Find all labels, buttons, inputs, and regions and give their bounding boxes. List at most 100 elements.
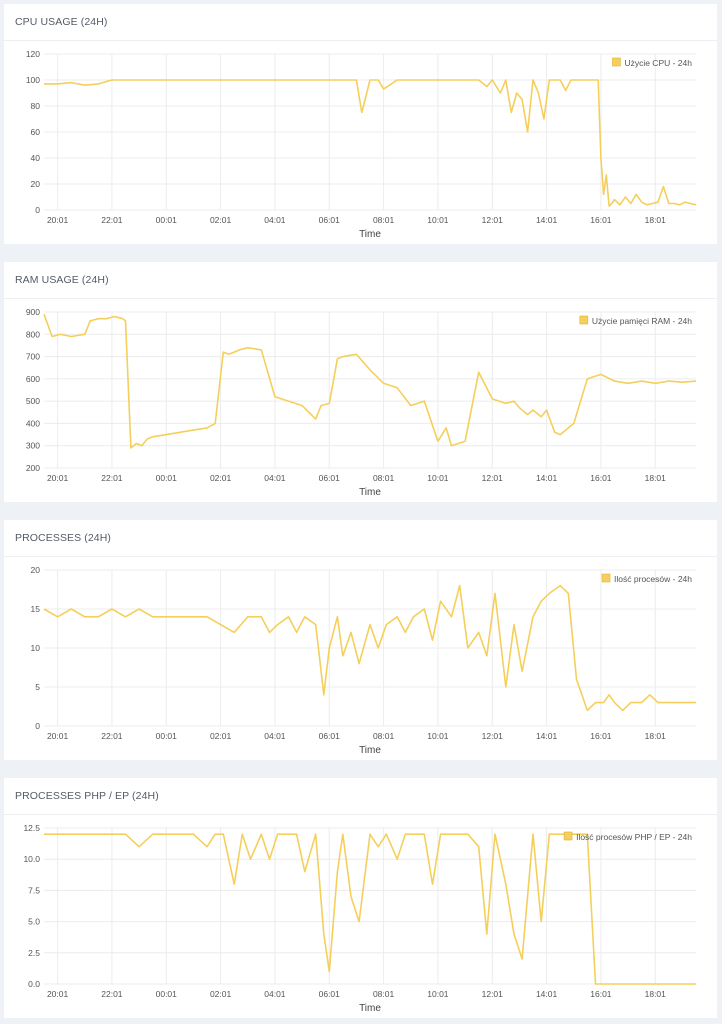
y-tick-label: 10 xyxy=(31,643,41,653)
x-tick-label: 20:01 xyxy=(47,215,69,225)
divider xyxy=(4,556,717,557)
x-axis-label: Time xyxy=(359,1003,381,1014)
y-tick-label: 15 xyxy=(31,604,41,614)
legend-label: Ilość procesów PHP / EP - 24h xyxy=(576,832,692,842)
x-axis-label: Time xyxy=(359,745,381,756)
y-tick-label: 0.0 xyxy=(28,979,40,989)
x-tick-label: 22:01 xyxy=(101,473,123,483)
panel-title: RAM USAGE (24H) xyxy=(15,274,109,286)
y-tick-label: 500 xyxy=(26,396,40,406)
x-tick-label: 10:01 xyxy=(427,989,449,999)
series-line xyxy=(43,584,696,712)
x-tick-label: 14:01 xyxy=(536,731,558,741)
x-tick-label: 22:01 xyxy=(101,989,123,999)
x-tick-label: 08:01 xyxy=(373,473,395,483)
y-tick-label: 900 xyxy=(26,307,40,317)
y-tick-label: 200 xyxy=(26,463,40,473)
x-tick-label: 16:01 xyxy=(590,731,612,741)
legend-swatch xyxy=(579,315,589,325)
y-tick-label: 100 xyxy=(26,75,40,85)
processes-chart: 0 5 10 15 20 20:01 22:01 00:01 02:01 04:01 06:01 08… xyxy=(31,565,696,756)
x-tick-label: 10:01 xyxy=(427,473,449,483)
x-tick-label: 00:01 xyxy=(156,731,178,741)
x-tick-label: 08:01 xyxy=(373,989,395,999)
y-tick-label: 700 xyxy=(26,352,40,362)
x-tick-label: 16:01 xyxy=(590,215,612,225)
panel-title: PROCESSES (24H) xyxy=(15,532,112,544)
x-tick-label: 06:01 xyxy=(319,215,341,225)
y-tick-label: 12.5 xyxy=(23,823,40,833)
y-tick-label: 20 xyxy=(31,565,41,575)
y-tick-label: 300 xyxy=(26,441,40,451)
x-tick-label: 02:01 xyxy=(210,215,232,225)
y-tick-label: 800 xyxy=(26,329,40,339)
y-tick-label: 7.5 xyxy=(28,885,40,895)
x-axis-label: Time xyxy=(359,229,381,240)
legend-swatch xyxy=(563,831,573,841)
series-line xyxy=(43,313,697,449)
divider xyxy=(4,814,717,815)
x-tick-label: 02:01 xyxy=(210,989,232,999)
x-tick-label: 18:01 xyxy=(645,473,667,483)
x-axis-label: Time xyxy=(359,487,381,498)
processes-php-ep-panel: PROCESSES PHP / EP (24H) 0.0 2.5 5.0 7.5 10.… xyxy=(4,778,717,1018)
x-tick-label: 00:01 xyxy=(156,473,178,483)
y-tick-label: 0 xyxy=(35,721,40,731)
x-tick-label: 14:01 xyxy=(536,215,558,225)
processes-panel: PROCESSES (24H) 0 5 10 15 20 20:01 22:01 00:01 0… xyxy=(4,520,717,760)
x-tick-label: 10:01 xyxy=(427,215,449,225)
y-tick-label: 80 xyxy=(31,101,41,111)
x-tick-label: 04:01 xyxy=(264,473,286,483)
x-tick-label: 04:01 xyxy=(264,731,286,741)
y-tick-label: 40 xyxy=(31,153,41,163)
x-tick-label: 04:01 xyxy=(264,989,286,999)
processes-php-ep-chart: 0.0 2.5 5.0 7.5 10.0 12.5 20:01 22:01 00:01 02:01… xyxy=(23,823,696,1014)
x-tick-label: 12:01 xyxy=(482,731,504,741)
x-tick-label: 14:01 xyxy=(536,989,558,999)
x-tick-label: 08:01 xyxy=(373,731,395,741)
y-tick-label: 120 xyxy=(26,49,40,59)
y-tick-label: 400 xyxy=(26,418,40,428)
x-tick-label: 12:01 xyxy=(482,473,504,483)
panel-title: CPU USAGE (24H) xyxy=(15,16,108,28)
legend-label: Użycie pamięci RAM - 24h xyxy=(592,316,692,326)
divider xyxy=(4,40,717,41)
series-line xyxy=(44,79,697,207)
x-tick-label: 06:01 xyxy=(319,473,341,483)
legend-swatch xyxy=(612,57,621,67)
x-tick-label: 08:01 xyxy=(373,215,395,225)
x-tick-label: 18:01 xyxy=(645,989,667,999)
x-tick-label: 22:01 xyxy=(101,731,123,741)
legend-label: Użycie CPU - 24h xyxy=(624,58,692,68)
ram-usage-chart: 200 300 400 500 600 700 800 900 20:01 22:01 00:01 0… xyxy=(26,307,697,498)
x-tick-label: 14:01 xyxy=(536,473,558,483)
x-tick-label: 02:01 xyxy=(210,731,232,741)
cpu-usage-panel: CPU USAGE (24H) 0 20 40 60 80 100 120 20:01 22:0… xyxy=(4,4,717,244)
cpu-usage-chart: 0 20 40 60 80 100 120 20:01 22:01 00:01 02:01 04:01… xyxy=(26,49,697,240)
divider xyxy=(4,298,717,299)
x-tick-label: 20:01 xyxy=(47,989,69,999)
y-tick-label: 5 xyxy=(35,682,40,692)
y-tick-label: 10.0 xyxy=(23,854,40,864)
x-tick-label: 22:01 xyxy=(101,215,123,225)
legend-label: Ilość procesów - 24h xyxy=(614,574,692,584)
x-tick-label: 06:01 xyxy=(319,731,341,741)
x-tick-label: 18:01 xyxy=(645,731,667,741)
x-tick-label: 00:01 xyxy=(156,215,178,225)
y-tick-label: 20 xyxy=(31,179,41,189)
x-tick-label: 10:01 xyxy=(427,731,449,741)
y-tick-label: 600 xyxy=(26,374,40,384)
ram-usage-panel: RAM USAGE (24H) 200 300 400 500 600 700 800 900… xyxy=(4,262,717,502)
x-tick-label: 00:01 xyxy=(156,989,178,999)
x-tick-label: 16:01 xyxy=(590,989,612,999)
x-tick-label: 06:01 xyxy=(319,989,341,999)
y-tick-label: 0 xyxy=(35,205,40,215)
x-tick-label: 12:01 xyxy=(482,215,504,225)
x-tick-label: 16:01 xyxy=(590,473,612,483)
y-tick-label: 60 xyxy=(31,127,41,137)
series-line xyxy=(44,833,696,985)
x-tick-label: 12:01 xyxy=(482,989,504,999)
x-tick-label: 02:01 xyxy=(210,473,232,483)
x-tick-label: 20:01 xyxy=(47,473,69,483)
y-tick-label: 2.5 xyxy=(28,948,40,958)
